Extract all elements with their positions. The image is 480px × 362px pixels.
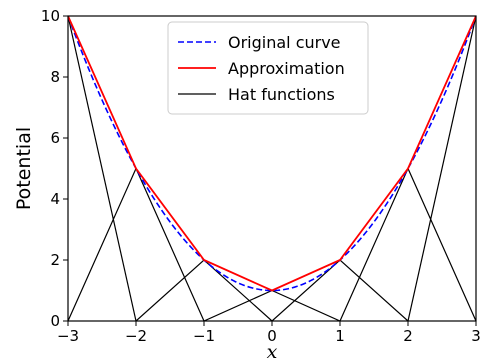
plot-area — [68, 16, 476, 321]
x-axis-label: x — [267, 341, 278, 362]
y-tick-label-2: 4 — [50, 190, 60, 208]
x-tick-label-4: 1 — [335, 327, 345, 345]
hat-function-1 — [68, 167, 205, 321]
x-tick-label-3: 0 — [267, 327, 277, 345]
x-tick-label-6: 3 — [471, 327, 480, 345]
x-tick-label-0: −3 — [57, 327, 79, 345]
approximation-line — [68, 16, 476, 292]
y-tick-label-5: 10 — [41, 7, 60, 25]
y-tick-label-0: 0 — [50, 312, 60, 330]
y-tick-label-3: 6 — [50, 129, 60, 147]
hat-function-6 — [407, 16, 476, 321]
y-tick-label-1: 2 — [50, 251, 60, 269]
x-tick-label-5: 2 — [403, 327, 413, 345]
y-tick-label-4: 8 — [50, 68, 60, 86]
hat-function-4 — [271, 259, 409, 321]
x-tick-label-2: −1 — [193, 327, 215, 345]
legend-label-2: Hat functions — [228, 85, 335, 104]
y-axis-label: Potential — [13, 127, 35, 210]
legend: Original curve Approximation Hat functions — [167, 21, 369, 115]
legend-label-1: Approximation — [228, 59, 345, 78]
axes: −3 −2 −1 0 1 2 3 0 2 4 6 8 10 x Potential — [13, 7, 480, 362]
legend-box — [167, 21, 369, 115]
legend-label-0: Original curve — [228, 33, 341, 52]
hat-function-2 — [135, 259, 273, 321]
hat-function-0 — [68, 16, 137, 321]
hat-function-3 — [203, 289, 341, 321]
x-tick-label-1: −2 — [125, 327, 147, 345]
hat-function-5 — [339, 167, 476, 321]
